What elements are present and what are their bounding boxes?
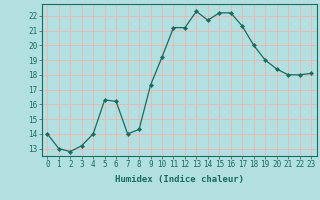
X-axis label: Humidex (Indice chaleur): Humidex (Indice chaleur) <box>115 175 244 184</box>
